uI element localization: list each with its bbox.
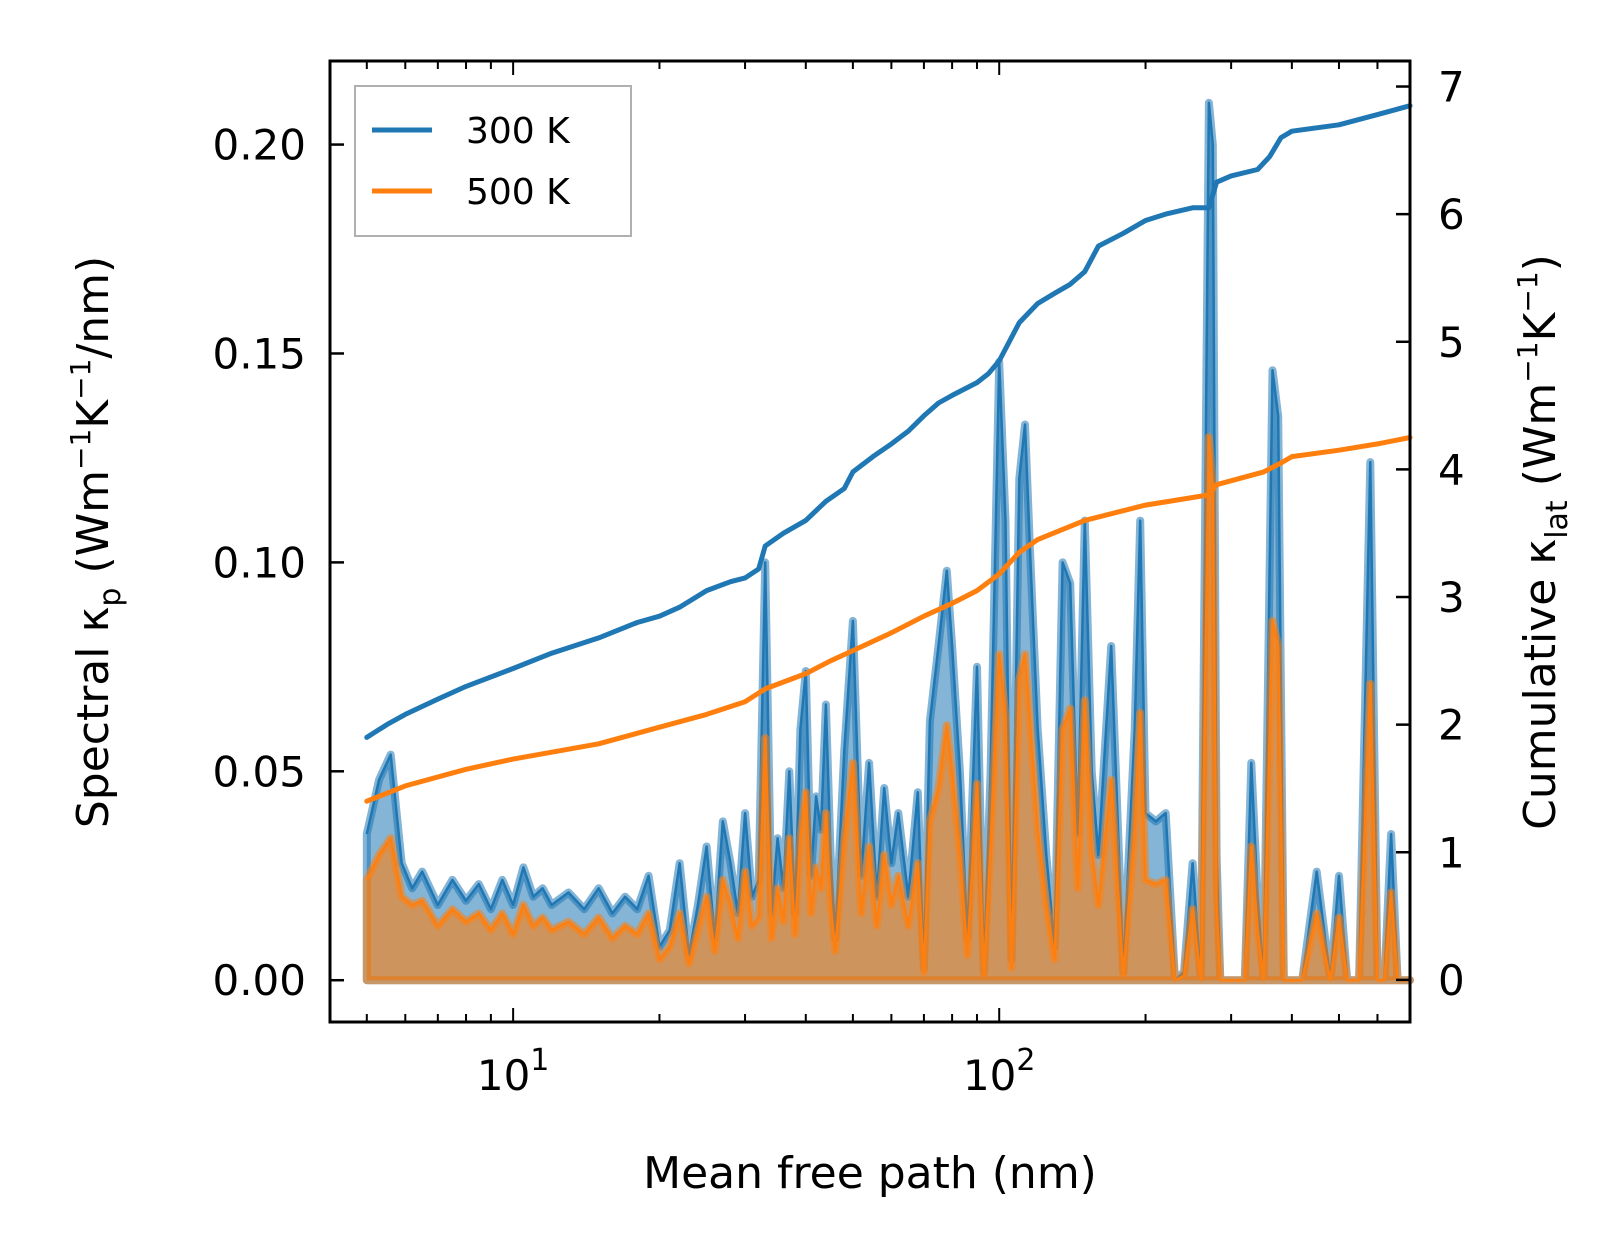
left-tick-label-0.10: 0.10 [212,538,306,587]
right-tick-label-7: 7 [1438,63,1465,112]
legend-label-500k: 500 K [466,172,571,213]
right-axis-label: Cumulative κlat (Wm−1K−1) [1511,254,1575,830]
right-axis-label-sup1: −1 [1511,341,1544,382]
right-axis-label-post: ) [1515,254,1566,271]
x-tick-label-exponent: 1 [530,1043,549,1078]
left-tick-label-0.20: 0.20 [212,121,306,170]
legend: 300 K 500 K [354,85,632,237]
left-tick-label-0.15: 0.15 [212,329,306,378]
left-axis-label-post: /nm) [68,256,119,359]
left-axis-label-pre: Spectral κ [68,607,119,829]
x-tick-label-base: 10 [963,1051,1016,1100]
right-tick-label-6: 6 [1438,190,1465,239]
left-tick-label-0.00: 0.00 [212,956,306,1005]
left-axis-label-sup1: −1 [64,429,97,470]
x-axis-label: Mean free path (nm) [643,1148,1097,1199]
right-tick-label-5: 5 [1438,318,1465,367]
left-axis-label-sub: p [93,588,128,607]
right-axis-label-k: K [1515,311,1566,341]
plot-frame [328,59,1412,1024]
right-axis-label-sub: lat [1540,500,1575,539]
x-tick-label-base: 10 [477,1051,530,1100]
left-axis-label-k: K [68,399,119,429]
right-axis-label-sup2: −1 [1511,271,1544,312]
x-tick-label-100: 102 [963,1043,1036,1100]
right-tick-label-3: 3 [1438,573,1465,622]
legend-frame [354,85,632,237]
legend-label-300k: 300 K [466,111,571,152]
left-axis-label: Spectral κp (Wm−1K−1/nm) [64,256,128,828]
left-tick-label-0.05: 0.05 [212,747,306,796]
left-axis-label-sup2: −1 [64,359,97,400]
right-axis-label-mid: (Wm [1515,383,1566,501]
x-tick-label-exponent: 2 [1016,1043,1035,1078]
cumulative-line-300k [364,103,1413,740]
spectral-area-500k [366,437,1410,981]
right-tick-label-2: 2 [1438,701,1465,750]
right-axis-label-pre: Cumulative κ [1515,539,1566,830]
cumulative-series-layer [364,103,1413,804]
right-tick-label-1: 1 [1438,828,1465,877]
x-tick-label-10: 101 [477,1043,550,1100]
spectral-series-layer [362,98,1414,985]
right-tick-label-0: 0 [1438,956,1465,1005]
right-tick-label-4: 4 [1438,445,1465,494]
left-axis-label-mid: (Wm [68,470,119,588]
spectral-line-500k [365,435,1410,982]
cumulative-line-500k [364,435,1413,804]
